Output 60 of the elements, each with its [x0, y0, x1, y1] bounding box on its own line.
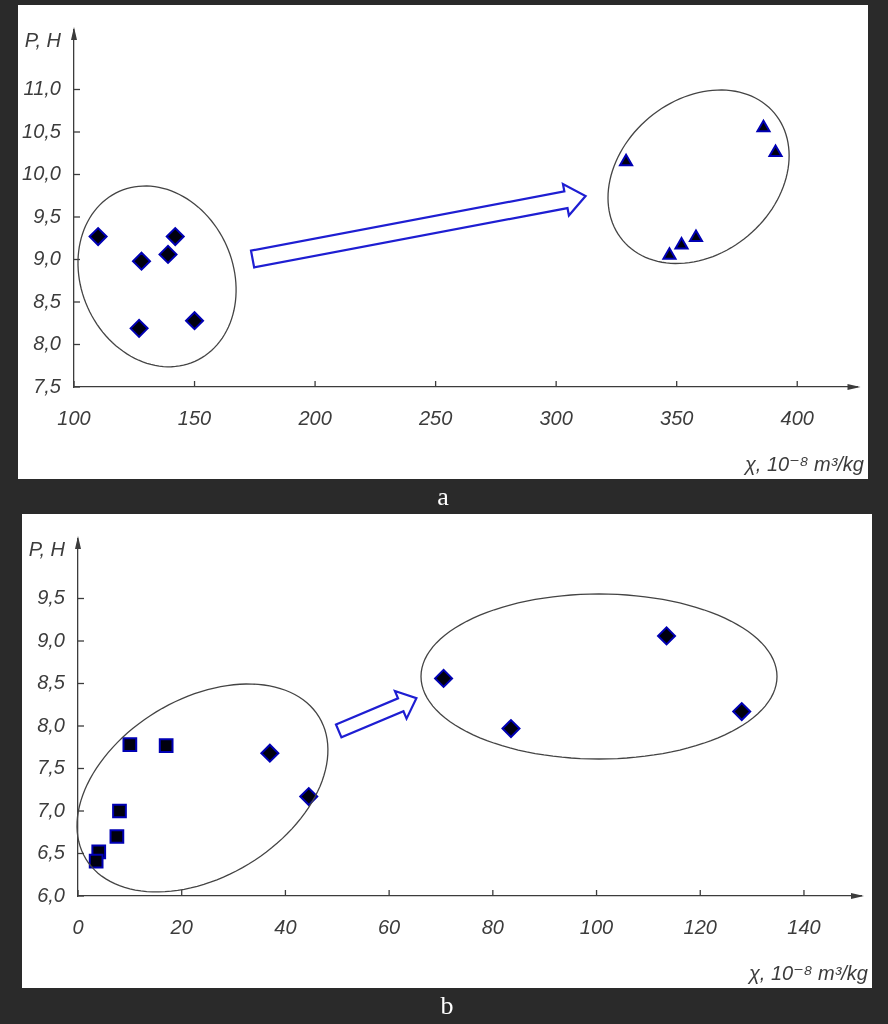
x-tick-label: 40	[274, 915, 297, 938]
point	[132, 251, 151, 271]
y-tick-label: 8,0	[33, 332, 61, 355]
point	[112, 803, 127, 819]
y-tick-label: 8,0	[37, 713, 65, 736]
point	[260, 743, 280, 763]
y-tick-label: 10,5	[22, 119, 62, 142]
y-tick-label: 7,0	[37, 798, 65, 821]
x-tick-label: 120	[683, 915, 717, 938]
x-tick-label: 150	[177, 406, 212, 429]
text: b	[439, 990, 455, 1022]
y-tick-label: 9,0	[37, 628, 65, 651]
x-tick-label: 60	[378, 915, 401, 938]
x-tick-label: 80	[481, 915, 504, 938]
x-tick-label: 20	[169, 915, 193, 938]
point	[158, 244, 178, 264]
y-tick-label: 9,5	[33, 204, 62, 227]
y-tick-label: 11,0	[23, 77, 61, 100]
point	[434, 668, 454, 688]
x-tick-label: 100	[579, 915, 614, 938]
point	[756, 119, 771, 133]
x-axis-title: χ, 10⁻⁸ m³/kg	[746, 962, 868, 984]
point	[185, 311, 205, 331]
point	[732, 702, 752, 722]
point	[88, 227, 108, 247]
y-axis-title: P, H	[28, 537, 66, 560]
point	[688, 229, 704, 242]
y-tick-label: 7,5	[37, 756, 66, 779]
point	[129, 318, 149, 338]
y-tick-label: 9,5	[37, 586, 66, 609]
point	[619, 153, 634, 167]
x-tick-label: 400	[780, 406, 814, 429]
point	[165, 227, 185, 247]
x-axis-title: χ, 10⁻⁸ m³/kg	[742, 453, 864, 475]
y-tick-label: 8,5	[33, 289, 62, 312]
point	[768, 144, 783, 157]
y-tick-label: 6,5	[37, 841, 66, 864]
y-tick-label: 6,0	[37, 883, 65, 906]
x-tick-label: 250	[417, 406, 453, 429]
point	[299, 787, 319, 807]
point	[158, 738, 174, 753]
text: a	[436, 481, 450, 513]
x-tick-label: 200	[297, 406, 332, 429]
point	[88, 853, 104, 869]
point	[122, 737, 138, 753]
point	[109, 829, 125, 844]
y-tick-label: 8,5	[37, 671, 66, 694]
x-tick-label: 350	[660, 406, 694, 429]
point	[662, 247, 677, 260]
x-tick-label: 100	[57, 406, 91, 429]
x-tick-label: 140	[787, 915, 821, 938]
x-tick-label: 0	[72, 915, 84, 938]
point	[501, 719, 521, 739]
y-axis-title: P, H	[24, 28, 62, 51]
x-tick-label: 300	[539, 406, 573, 429]
y-tick-label: 10,0	[22, 162, 61, 185]
y-tick-label: 9,0	[33, 247, 61, 270]
y-tick-label: 7,5	[33, 374, 62, 397]
point	[657, 626, 677, 646]
point	[674, 237, 689, 250]
